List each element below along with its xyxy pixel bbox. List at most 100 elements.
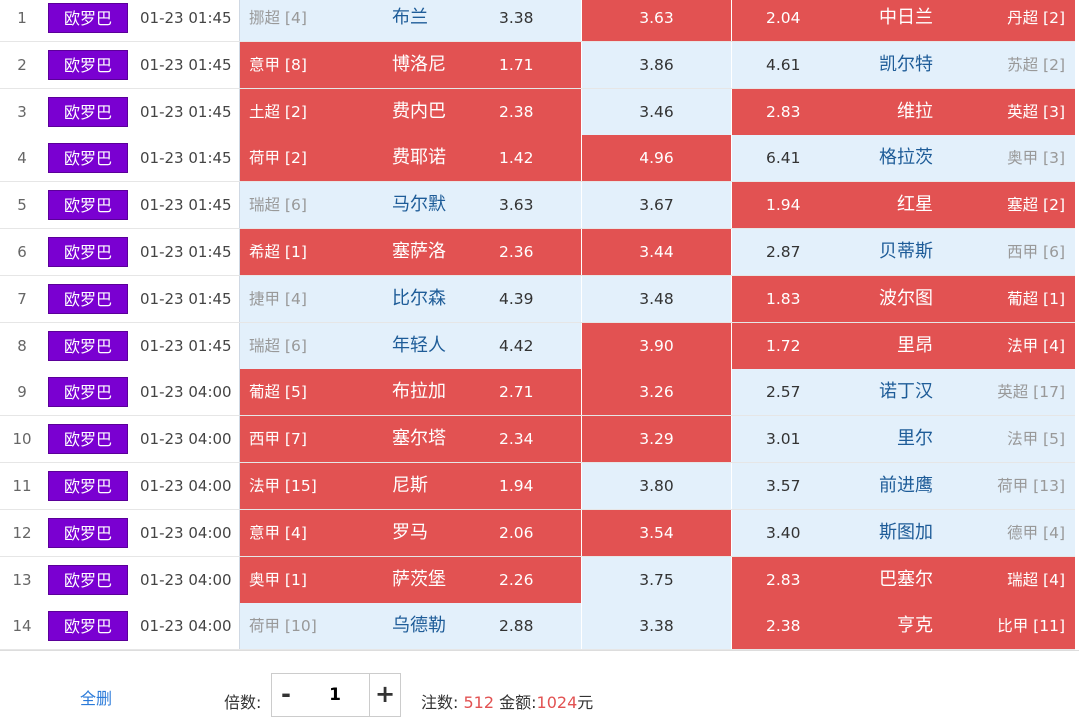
away-odds: 1.72	[766, 336, 801, 355]
away-win-option[interactable]: 2.87 贝蒂斯 西甲 [6]	[732, 229, 1075, 275]
draw-option[interactable]: 3.63	[582, 0, 731, 41]
match-time: 01-23 04:00	[140, 523, 232, 542]
away-win-option[interactable]: 2.38 亨克 比甲 [11]	[732, 603, 1075, 650]
away-win-option[interactable]: 1.94 红星 塞超 [2]	[732, 182, 1075, 229]
away-win-option[interactable]: 2.57 诺丁汉 英超 [17]	[732, 369, 1075, 416]
draw-option[interactable]: 4.96	[582, 135, 731, 182]
away-win-option[interactable]: 1.83 波尔图 葡超 [1]	[732, 275, 1075, 322]
clear-all-link[interactable]: 全删	[80, 689, 113, 708]
away-win-option[interactable]: 3.01 里尔 法甲 [5]	[732, 416, 1075, 463]
increase-multiplier-button[interactable]: +	[369, 673, 401, 717]
bet-footer: 全删 倍数: - + 注数: 512 金额:1024元	[0, 650, 1079, 717]
draw-option[interactable]: 3.67	[582, 182, 731, 229]
away-odds: 1.94	[766, 196, 801, 215]
away-odds: 1.83	[766, 289, 801, 308]
away-league-rank: 德甲 [4]	[1007, 523, 1065, 542]
match-time: 01-23 01:45	[140, 9, 232, 27]
draw-odds: 3.90	[639, 336, 674, 355]
decrease-multiplier-button[interactable]: -	[271, 673, 301, 717]
home-win-option[interactable]: 意甲 [8] 博洛尼 1.71	[239, 41, 581, 88]
multiplier-input[interactable]	[300, 673, 370, 717]
draw-option[interactable]: 3.38	[582, 603, 731, 650]
draw-option[interactable]: 3.75	[582, 556, 731, 603]
draw-option[interactable]: 3.90	[582, 322, 731, 369]
league-badge[interactable]: 欧罗巴	[48, 424, 128, 455]
away-league-rank: 苏超 [2]	[1007, 55, 1065, 74]
home-odds: 2.06	[499, 523, 534, 542]
away-odds: 2.38	[766, 617, 801, 636]
league-badge[interactable]: 欧罗巴	[48, 611, 128, 642]
league-badge[interactable]: 欧罗巴	[48, 3, 128, 33]
home-win-option[interactable]: 葡超 [5] 布拉加 2.71	[239, 369, 581, 416]
draw-option[interactable]: 3.46	[582, 88, 731, 135]
league-badge[interactable]: 欧罗巴	[48, 96, 128, 127]
draw-option[interactable]: 3.44	[582, 229, 731, 275]
league-badge[interactable]: 欧罗巴	[48, 517, 128, 548]
league-badge[interactable]: 欧罗巴	[48, 283, 128, 314]
away-win-option[interactable]: 1.72 里昂 法甲 [4]	[732, 322, 1075, 369]
home-team: 罗马	[392, 521, 428, 543]
draw-odds: 4.96	[639, 149, 674, 168]
away-team: 巴塞尔	[879, 568, 933, 590]
home-league-rank: 西甲 [7]	[249, 430, 307, 449]
away-win-option[interactable]: 2.04 中日兰 丹超 [2]	[732, 0, 1075, 41]
home-win-option[interactable]: 希超 [1] 塞萨洛 2.36	[239, 229, 581, 275]
league-badge[interactable]: 欧罗巴	[48, 237, 128, 267]
league-badge[interactable]: 欧罗巴	[48, 49, 128, 80]
home-team: 费耶诺	[392, 147, 446, 169]
away-win-option[interactable]: 4.61 凯尔特 苏超 [2]	[732, 41, 1075, 88]
home-league-rank: 荷甲 [2]	[249, 149, 307, 168]
away-odds: 3.57	[766, 477, 801, 495]
away-odds: 4.61	[766, 55, 801, 74]
match-time: 01-23 04:00	[140, 477, 232, 495]
home-win-option[interactable]: 奥甲 [1] 萨茨堡 2.26	[239, 556, 581, 603]
league-badge[interactable]: 欧罗巴	[48, 330, 128, 361]
away-win-option[interactable]: 2.83 维拉 英超 [3]	[732, 88, 1075, 135]
multiplier-label: 倍数:	[224, 693, 262, 712]
draw-option[interactable]: 3.54	[582, 509, 731, 556]
draw-option[interactable]: 3.80	[582, 463, 731, 509]
league-badge[interactable]: 欧罗巴	[48, 190, 128, 221]
away-league-rank: 法甲 [4]	[1007, 336, 1065, 355]
home-team: 塞萨洛	[392, 241, 446, 262]
home-win-option[interactable]: 法甲 [15] 尼斯 1.94	[239, 463, 581, 509]
match-row: 13 欧罗巴 01-23 04:00 奥甲 [1] 萨茨堡 2.26 3.75 2.83 巴塞尔…	[0, 556, 1075, 604]
away-win-option[interactable]: 3.40 斯图加 德甲 [4]	[732, 509, 1075, 556]
draw-odds: 3.67	[639, 196, 674, 215]
home-league-rank: 捷甲 [4]	[249, 289, 307, 308]
home-win-option[interactable]: 土超 [2] 费内巴 2.38	[239, 88, 581, 135]
draw-option[interactable]: 3.86	[582, 41, 731, 88]
match-time: 01-23 01:45	[140, 149, 232, 168]
match-row: 7 欧罗巴 01-23 01:45 捷甲 [4] 比尔森 4.39 3.48 1.83 波尔图 葡…	[0, 275, 1075, 323]
draw-option[interactable]: 3.29	[582, 416, 731, 463]
match-number: 14	[12, 617, 32, 636]
away-league-rank: 西甲 [6]	[1007, 243, 1065, 261]
match-number: 1	[17, 9, 27, 27]
away-win-option[interactable]: 3.57 前进鹰 荷甲 [13]	[732, 463, 1075, 509]
away-team: 前进鹰	[879, 475, 933, 496]
home-win-option[interactable]: 西甲 [7] 塞尔塔 2.34	[239, 416, 581, 463]
home-team: 布拉加	[392, 381, 446, 403]
draw-option[interactable]: 3.26	[582, 369, 731, 416]
home-win-option[interactable]: 挪超 [4] 布兰 3.38	[239, 0, 581, 41]
away-win-option[interactable]: 6.41 格拉茨 奥甲 [3]	[732, 135, 1075, 182]
league-badge[interactable]: 欧罗巴	[48, 564, 128, 595]
away-team: 亨克	[897, 615, 933, 637]
away-league-rank: 葡超 [1]	[1007, 289, 1065, 308]
league-badge[interactable]: 欧罗巴	[48, 143, 128, 174]
match-row: 3 欧罗巴 01-23 01:45 土超 [2] 费内巴 2.38 3.46 2.83 维拉 英超…	[0, 88, 1075, 136]
home-win-option[interactable]: 捷甲 [4] 比尔森 4.39	[239, 275, 581, 322]
home-win-option[interactable]: 荷甲 [2] 费耶诺 1.42	[239, 135, 581, 182]
away-team: 中日兰	[879, 7, 933, 28]
home-win-option[interactable]: 瑞超 [6] 马尔默 3.63	[239, 182, 581, 229]
league-badge[interactable]: 欧罗巴	[48, 471, 128, 501]
league-badge[interactable]: 欧罗巴	[48, 377, 128, 408]
home-win-option[interactable]: 荷甲 [10] 乌德勒 2.88	[239, 603, 581, 650]
home-league-rank: 法甲 [15]	[249, 477, 317, 495]
match-row: 12 欧罗巴 01-23 04:00 意甲 [4] 罗马 2.06 3.54 3.40 斯图加 德…	[0, 509, 1075, 557]
home-league-rank: 葡超 [5]	[249, 383, 307, 402]
draw-option[interactable]: 3.48	[582, 275, 731, 322]
away-win-option[interactable]: 2.83 巴塞尔 瑞超 [4]	[732, 556, 1075, 603]
home-win-option[interactable]: 瑞超 [6] 年轻人 4.42	[239, 322, 581, 369]
home-win-option[interactable]: 意甲 [4] 罗马 2.06	[239, 509, 581, 556]
